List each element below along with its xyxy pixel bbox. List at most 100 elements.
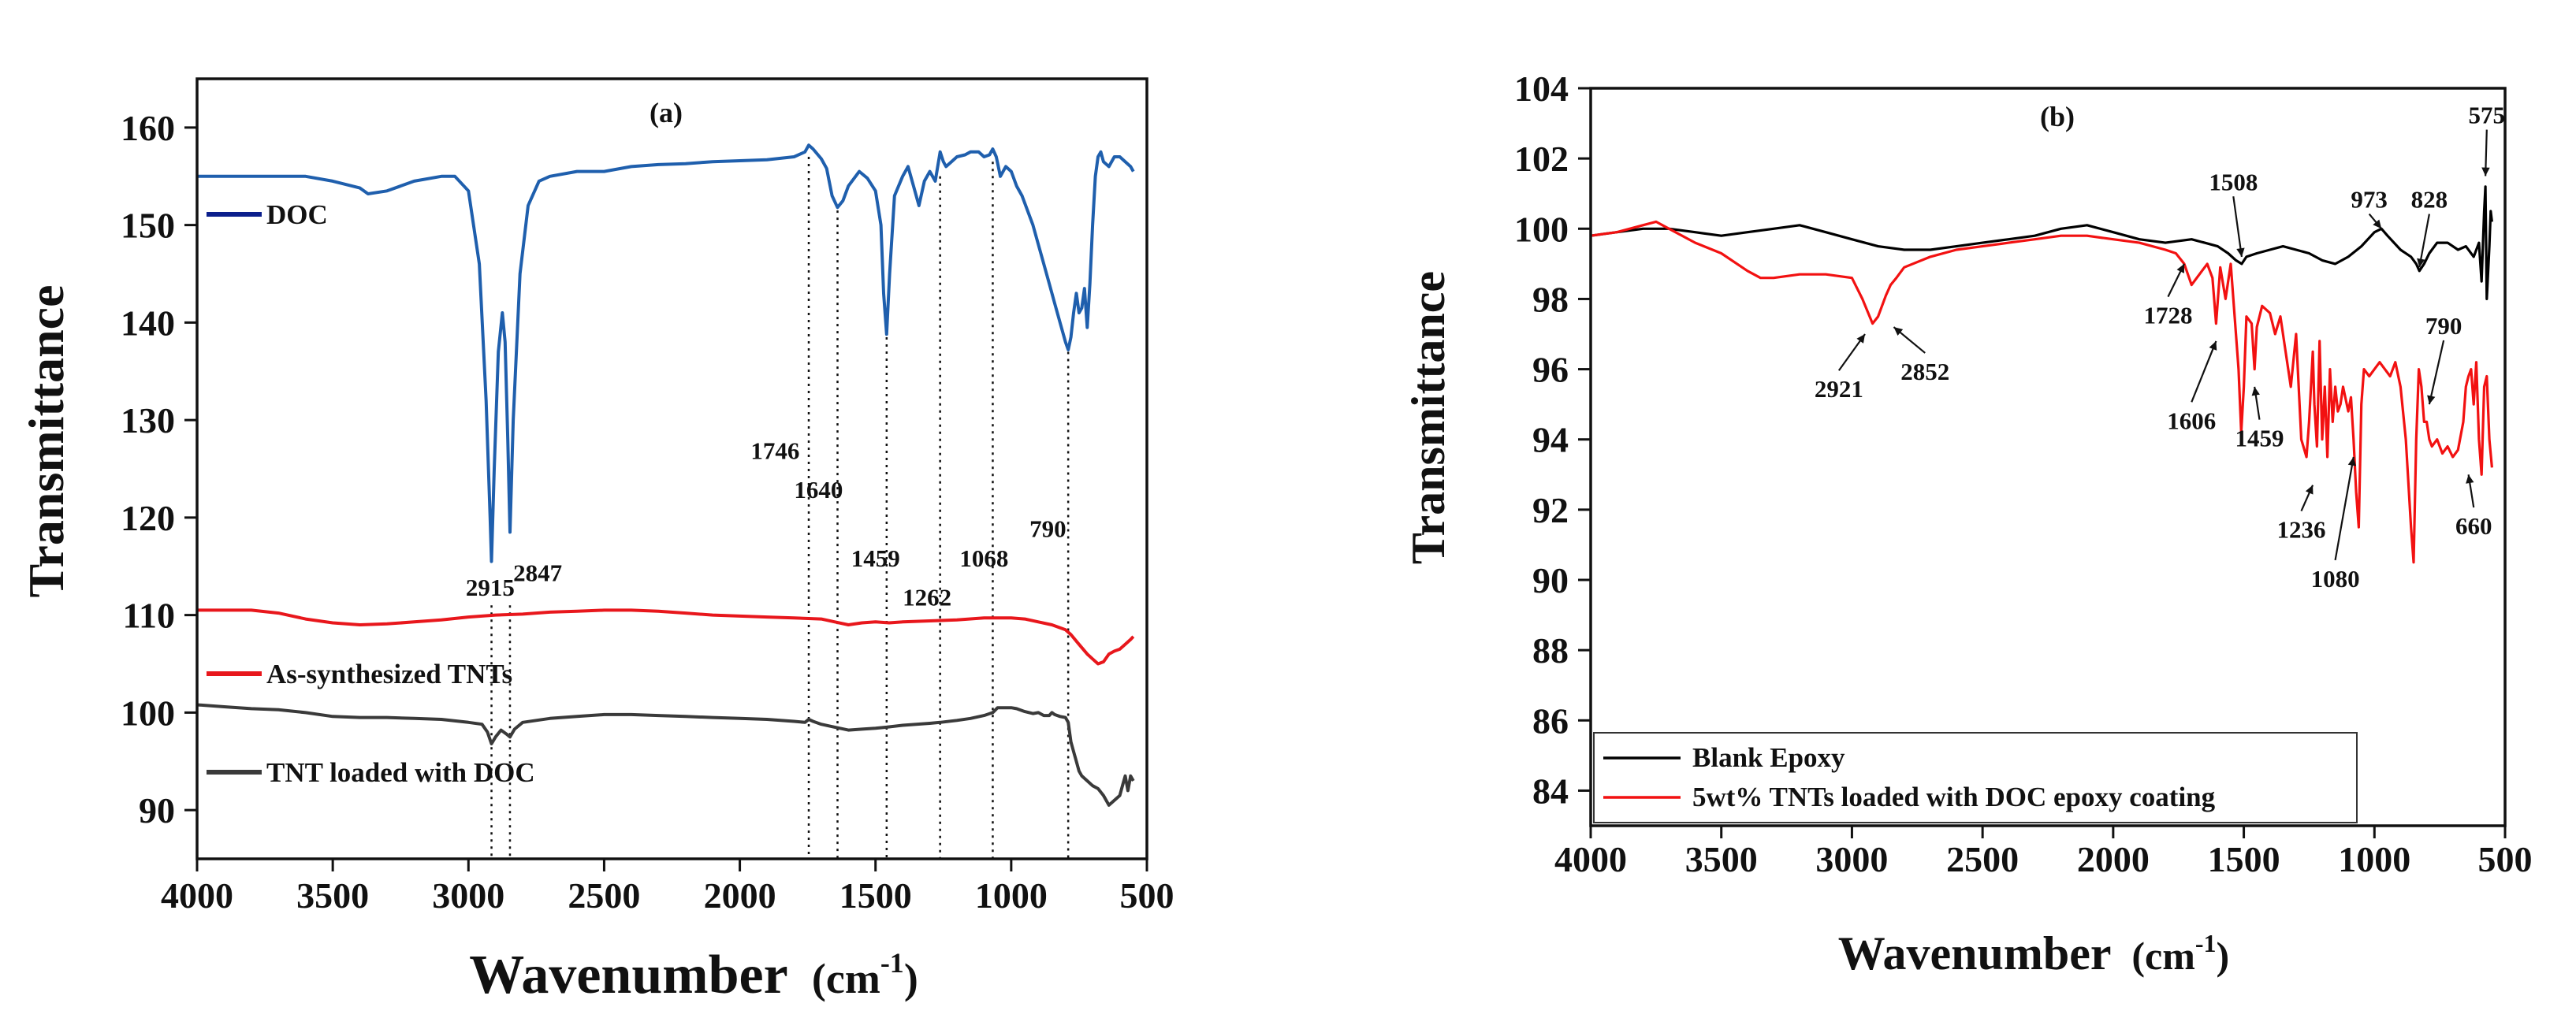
y-tick-label: 86 (1532, 700, 1569, 741)
annotation-arrowhead (2417, 258, 2425, 268)
series-line-tnt-loaded-with-doc (196, 703, 1135, 807)
panel-a-label: (a) (650, 97, 683, 128)
x-tick-label: 2500 (1946, 839, 2019, 879)
y-tick-label: 110 (123, 596, 175, 636)
y-tick-label: 90 (139, 790, 175, 830)
annotation-arrowhead (2427, 395, 2436, 405)
y-tick-label: 160 (121, 108, 175, 148)
x-tick-label: 3000 (1815, 839, 1888, 879)
y-tick-label: 90 (1532, 560, 1569, 600)
annotation-label: 1640 (794, 476, 843, 503)
annotation-arrowhead (2176, 263, 2185, 273)
y-tick-label: 88 (1532, 630, 1569, 671)
panel-a-x-axis-label: Wavenumber (cm-1) (469, 945, 918, 1005)
legend-label: TNT loaded with DOC (266, 757, 535, 788)
legend-label: 5wt% TNTs loaded with DOC epoxy coating (1692, 782, 2216, 812)
legend-box (1593, 732, 2358, 823)
annotation-arrowhead (2347, 457, 2357, 466)
legend-label: DOC (266, 199, 328, 230)
y-tick-label: 94 (1532, 420, 1569, 460)
y-tick-label: 100 (121, 693, 175, 733)
x-tick-label: 500 (1120, 875, 1174, 916)
panel-a-x-axis-unit: (cm (812, 955, 880, 1002)
panel-a-chart: (a) Transmittance Wavenumber (cm-1) 4000… (18, 77, 1174, 1005)
annotation-label: 790 (1029, 515, 1067, 543)
annotation-arrowhead (2305, 485, 2314, 495)
panel-b-chart: (b) Transmittance Wavenumber (cm-1) 4000… (1402, 69, 2533, 979)
x-tick-label: 2500 (568, 875, 640, 916)
panel-a-x-axis-word: Wavenumber (469, 945, 787, 1005)
x-tick-label: 4000 (1554, 839, 1627, 879)
annotation-label: 1459 (851, 544, 900, 572)
x-tick-label: 1500 (839, 875, 912, 916)
y-tick-label: 140 (121, 303, 175, 343)
series-line-as-synthesized-tnts (197, 608, 1135, 666)
annotation-label: 2921 (1815, 375, 1863, 403)
x-tick-label: 1000 (2338, 839, 2410, 879)
panel-a-x-axis-unit-sup: -1 (880, 947, 904, 979)
annotation-label: 1236 (2276, 516, 2325, 544)
panel-b-x-axis-label: Wavenumber (cm-1) (1838, 927, 2229, 979)
annotation-label: 1080 (2311, 565, 2360, 593)
legend-label: Blank Epoxy (1692, 742, 1845, 773)
annotation-label: 1262 (903, 583, 951, 611)
x-tick-label: 3500 (296, 875, 369, 916)
y-tick-label: 120 (121, 498, 175, 538)
annotation-label: 973 (2351, 186, 2388, 214)
plot-frame (195, 77, 1148, 860)
panel-a-y-axis-label: Transmittance (18, 285, 74, 598)
series-line-doc (197, 143, 1135, 563)
annotation-label: 1746 (750, 437, 799, 465)
annotation-arrowhead (2466, 474, 2474, 484)
annotation-label: 2847 (513, 559, 562, 586)
y-tick-label: 150 (121, 206, 175, 246)
panel-b-x-axis-word: Wavenumber (1838, 927, 2111, 979)
annotation-arrow (2428, 340, 2445, 405)
annotation-arrowhead (1856, 334, 1865, 344)
annotation-arrowhead (1893, 327, 1904, 336)
series-line-5wt-tnts-loaded-with-doc-epoxy-coating (1590, 220, 2493, 564)
annotation-label: 790 (2425, 312, 2462, 340)
y-tick-label: 102 (1514, 139, 1569, 179)
x-tick-label: 500 (2478, 839, 2533, 879)
annotation-label: 1606 (2167, 407, 2216, 434)
annotation-label: 1459 (2235, 425, 2284, 452)
annotation-label: 1728 (2143, 302, 2192, 329)
x-tick-label: 2000 (2077, 839, 2150, 879)
y-tick-label: 92 (1532, 490, 1569, 530)
annotation-label: 660 (2455, 512, 2492, 540)
annotation-arrow (2418, 214, 2430, 268)
x-tick-label: 1500 (2208, 839, 2280, 879)
annotation-label: 2852 (1900, 358, 1949, 385)
panel-a-x-axis-unit-close: ) (904, 955, 918, 1002)
annotation-label: 828 (2411, 186, 2448, 214)
annotation-arrow (2334, 456, 2355, 561)
panel-b-y-axis-label: Transmittance (1402, 271, 1454, 564)
x-tick-label: 3000 (432, 875, 504, 916)
annotation-arrowhead (2251, 386, 2260, 396)
annotation-arrowhead (2373, 219, 2382, 229)
x-tick-label: 1000 (975, 875, 1048, 916)
x-tick-label: 3500 (1685, 839, 1758, 879)
y-tick-label: 96 (1532, 350, 1569, 390)
series-line-blank-epoxy (1590, 185, 2493, 300)
annotation-arrowhead (2209, 340, 2217, 351)
panel-b-x-axis-unit-sup: -1 (2195, 929, 2217, 957)
annotation-arrow (2232, 196, 2243, 258)
y-tick-label: 130 (121, 400, 175, 440)
annotation-label: 2915 (466, 574, 515, 601)
annotation-label: 1068 (959, 544, 1008, 572)
plot-frame (1589, 87, 2507, 827)
annotation-label: 1508 (2209, 168, 2258, 195)
panel-b-x-axis-unit-close: ) (2217, 934, 2230, 978)
annotation-arrow (2191, 340, 2217, 403)
panel-b-label: (b) (2040, 101, 2075, 132)
annotation-arrowhead (2481, 167, 2490, 176)
y-tick-label: 84 (1532, 771, 1569, 811)
y-tick-label: 98 (1532, 279, 1569, 319)
annotation-arrowhead (2236, 247, 2245, 257)
y-tick-label: 104 (1514, 69, 1569, 109)
legend-label: As-synthesized TNTs (266, 659, 512, 689)
panel-b-x-axis-unit: (cm (2131, 934, 2195, 978)
